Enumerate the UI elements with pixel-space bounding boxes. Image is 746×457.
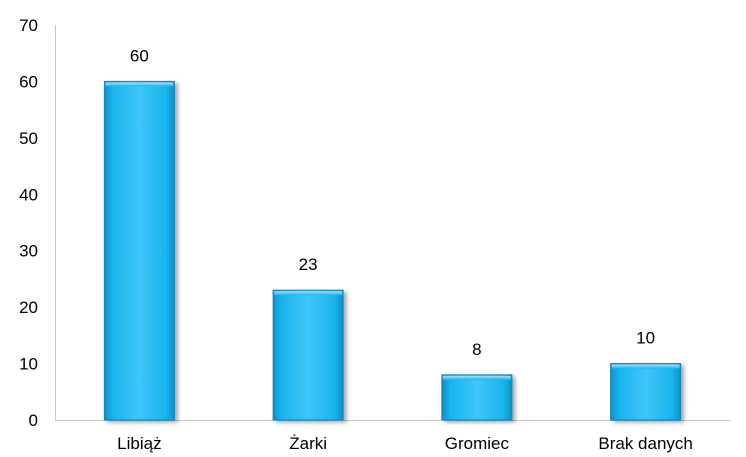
category-label: Żarki — [289, 434, 327, 453]
bar — [610, 363, 682, 421]
y-tick-label: 40 — [19, 185, 38, 204]
data-labels: 60 23 8 10 — [130, 46, 655, 358]
bar-top-highlight — [274, 291, 343, 296]
bar-body — [272, 289, 344, 421]
bar-top-highlight — [611, 364, 680, 369]
y-tick-label: 70 — [19, 16, 38, 35]
y-tick-label: 50 — [19, 129, 38, 148]
bar-top-highlight — [442, 375, 511, 380]
bar-top-highlight — [105, 82, 174, 87]
category-labels: Libiąż Żarki Gromiec Brak danych — [117, 434, 693, 453]
y-tick-label: 60 — [19, 72, 38, 91]
y-tick-label: 0 — [29, 411, 38, 430]
data-label: 60 — [130, 46, 149, 65]
bar — [441, 374, 513, 421]
y-tick-label: 20 — [19, 298, 38, 317]
y-tick-label: 30 — [19, 242, 38, 261]
data-label: 23 — [299, 255, 318, 274]
category-label: Gromiec — [445, 434, 510, 453]
y-tick-label: 10 — [19, 355, 38, 374]
y-tick-labels: 0 10 20 30 40 50 60 70 — [19, 16, 38, 430]
bar-body — [441, 374, 513, 421]
category-label: Libiąż — [117, 434, 161, 453]
bar — [103, 80, 175, 421]
bars — [103, 80, 682, 421]
data-label: 8 — [472, 340, 481, 359]
bar-body — [103, 80, 175, 421]
bar-body — [610, 363, 682, 421]
category-label: Brak danych — [598, 434, 693, 453]
data-label: 10 — [636, 329, 655, 348]
bar — [272, 289, 344, 421]
